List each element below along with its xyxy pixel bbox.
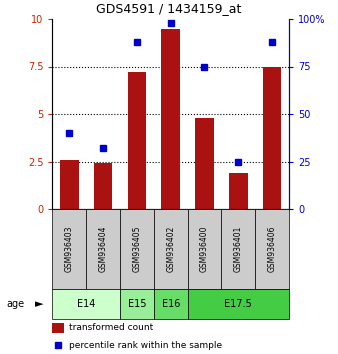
- Bar: [255, 209, 289, 289]
- Bar: [221, 209, 255, 289]
- Text: GSM936401: GSM936401: [234, 226, 243, 272]
- Bar: [52, 289, 120, 319]
- Text: GSM936404: GSM936404: [99, 226, 107, 272]
- Text: age: age: [7, 299, 25, 309]
- Bar: [120, 289, 154, 319]
- Text: ►: ►: [34, 299, 43, 309]
- Bar: [162, 29, 180, 209]
- Text: GSM936406: GSM936406: [268, 226, 276, 272]
- Bar: [94, 164, 113, 209]
- Text: GSM936400: GSM936400: [200, 226, 209, 272]
- Bar: [263, 67, 281, 209]
- Bar: [128, 72, 146, 209]
- Text: E17.5: E17.5: [224, 299, 252, 309]
- Text: GSM936405: GSM936405: [132, 226, 141, 272]
- Bar: [52, 209, 86, 289]
- Text: E14: E14: [77, 299, 95, 309]
- Text: percentile rank within the sample: percentile rank within the sample: [69, 341, 222, 350]
- Bar: [52, 322, 64, 333]
- Bar: [60, 160, 78, 209]
- Bar: [188, 289, 289, 319]
- Bar: [120, 209, 154, 289]
- Bar: [229, 173, 247, 209]
- Bar: [188, 209, 221, 289]
- Text: E16: E16: [162, 299, 180, 309]
- Text: E15: E15: [128, 299, 146, 309]
- Bar: [154, 289, 188, 319]
- Text: transformed count: transformed count: [69, 323, 153, 332]
- Bar: [154, 209, 188, 289]
- Text: GSM936402: GSM936402: [166, 226, 175, 272]
- Text: GDS4591 / 1434159_at: GDS4591 / 1434159_at: [96, 2, 242, 16]
- Bar: [86, 209, 120, 289]
- Bar: [195, 118, 214, 209]
- Text: GSM936403: GSM936403: [65, 226, 74, 272]
